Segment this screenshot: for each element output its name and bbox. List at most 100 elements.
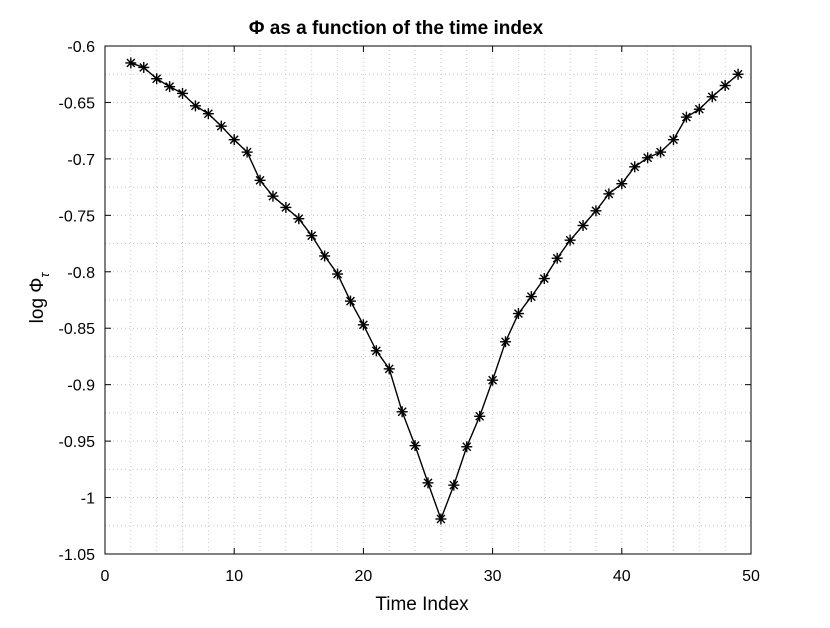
axis-ticks	[104, 45, 752, 555]
data-point-marker	[293, 213, 305, 225]
marker-stroke	[203, 109, 213, 119]
marker-stroke	[578, 221, 588, 230]
marker-stroke	[591, 206, 601, 216]
plot-frame	[104, 45, 752, 555]
marker-stroke	[436, 514, 446, 524]
data-point-marker	[138, 61, 150, 73]
y-tick-label: -0.6	[67, 39, 95, 56]
y-tick-label: -0.65	[59, 95, 96, 112]
data-point-marker	[474, 410, 486, 422]
marker-stroke	[152, 74, 162, 84]
data-point-marker	[551, 252, 563, 264]
data-point-marker	[512, 308, 524, 320]
marker-stroke	[410, 441, 420, 451]
marker-stroke	[178, 88, 187, 98]
x-tick-label: 50	[742, 568, 760, 585]
marker-stroke	[255, 175, 265, 185]
data-point-marker	[655, 146, 667, 158]
y-tick-label: -0.85	[59, 321, 96, 338]
marker-stroke	[346, 296, 355, 306]
data-point-marker	[319, 250, 331, 262]
marker-stroke	[681, 112, 691, 122]
grid-lines	[105, 46, 751, 554]
marker-stroke	[242, 147, 252, 157]
marker-stroke	[190, 101, 200, 111]
data-point-marker	[202, 108, 214, 120]
marker-stroke	[229, 135, 239, 145]
data-point-marker	[590, 205, 602, 217]
data-point-marker	[383, 363, 395, 375]
marker-stroke	[449, 480, 459, 490]
data-point-marker	[370, 345, 382, 357]
marker-stroke	[333, 269, 343, 279]
data-point-marker	[642, 152, 654, 164]
marker-stroke	[126, 58, 136, 68]
marker-stroke	[565, 235, 575, 245]
data-point-marker	[254, 174, 266, 186]
data-markers	[125, 57, 744, 525]
marker-stroke	[707, 92, 717, 102]
marker-stroke	[694, 104, 704, 114]
marker-stroke	[384, 364, 394, 374]
data-point-marker	[422, 477, 434, 489]
marker-stroke	[423, 478, 433, 488]
data-point-marker	[706, 91, 718, 103]
marker-stroke	[320, 251, 330, 261]
x-tick-label: 0	[101, 568, 110, 585]
data-point-marker	[500, 336, 512, 348]
marker-stroke	[733, 69, 743, 79]
data-point-marker	[538, 273, 550, 285]
marker-stroke	[552, 253, 562, 263]
data-point-marker	[267, 190, 279, 202]
data-point-marker	[525, 291, 537, 303]
y-axis-label-subscript: τ	[37, 272, 52, 278]
data-point-marker	[616, 178, 628, 190]
marker-stroke	[475, 411, 485, 421]
y-axis-label: log Φτ	[27, 272, 52, 324]
marker-stroke	[643, 153, 653, 163]
marker-stroke	[720, 81, 730, 90]
data-point-marker	[189, 100, 201, 112]
marker-stroke	[268, 191, 278, 201]
data-point-marker	[693, 103, 705, 115]
x-tick-label: 30	[484, 568, 502, 585]
marker-stroke	[358, 320, 368, 330]
y-tick-label: -1	[81, 491, 95, 508]
data-point-marker	[241, 146, 253, 158]
data-point-marker	[409, 440, 421, 452]
marker-stroke	[139, 62, 149, 72]
marker-stroke	[630, 162, 640, 172]
y-tick-label: -1.05	[59, 547, 96, 564]
x-tick-label: 20	[355, 568, 373, 585]
y-axis-label-main: log Φ	[27, 278, 48, 324]
marker-stroke	[501, 337, 510, 347]
marker-stroke	[462, 442, 472, 452]
x-tick-label: 10	[225, 568, 243, 585]
data-point-marker	[461, 441, 473, 453]
marker-stroke	[513, 309, 523, 319]
marker-stroke	[488, 375, 498, 385]
x-tick-labels: 0 10 20 30 40 50	[101, 568, 760, 585]
data-point-marker	[306, 230, 318, 242]
marker-stroke	[617, 179, 627, 189]
marker-stroke	[371, 346, 381, 356]
data-point-marker	[151, 73, 163, 85]
marker-stroke	[294, 214, 304, 224]
data-point-marker	[732, 68, 744, 80]
data-point-marker	[564, 234, 576, 246]
marker-stroke	[165, 82, 175, 92]
x-tick-label: 40	[613, 568, 631, 585]
marker-stroke	[526, 292, 536, 302]
marker-stroke	[669, 135, 678, 145]
data-point-marker	[396, 406, 408, 418]
y-tick-label: -0.8	[67, 265, 95, 282]
data-point-marker	[719, 80, 731, 92]
data-point-marker	[164, 81, 176, 93]
data-point-marker	[125, 57, 137, 69]
marker-stroke	[539, 274, 549, 284]
data-point-marker	[435, 513, 447, 525]
data-point-marker	[577, 219, 589, 231]
